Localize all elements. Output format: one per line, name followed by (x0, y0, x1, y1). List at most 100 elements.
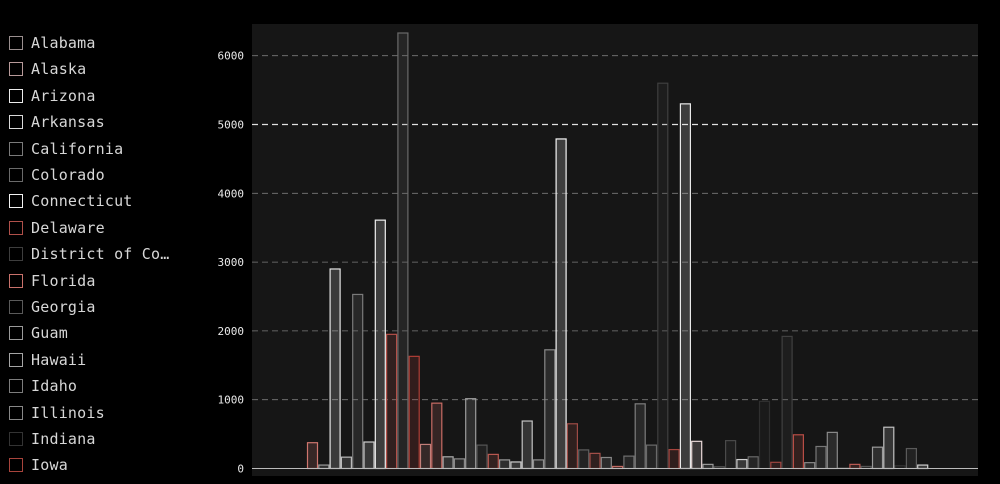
bar[interactable] (747, 456, 759, 470)
legend-swatch[interactable] (9, 115, 23, 130)
bar[interactable] (374, 219, 386, 470)
bar[interactable] (453, 458, 465, 470)
bar[interactable] (555, 138, 567, 470)
bar[interactable] (521, 420, 533, 470)
legend-item[interactable]: Hawaii (9, 350, 86, 370)
bar[interactable] (849, 463, 861, 470)
legend-swatch[interactable] (9, 300, 23, 314)
bar[interactable] (770, 461, 782, 470)
legend-item[interactable]: Alaska (9, 59, 86, 79)
bar[interactable] (329, 268, 341, 470)
bar[interactable] (318, 464, 330, 470)
legend-item[interactable]: Delaware (9, 218, 105, 238)
bar[interactable] (679, 103, 692, 470)
bar[interactable] (645, 444, 658, 470)
plot-background (252, 24, 978, 476)
legend-swatch[interactable] (9, 194, 23, 209)
bar[interactable] (431, 402, 443, 470)
bar[interactable] (883, 426, 895, 470)
legend-item[interactable]: Connecticut (9, 191, 133, 211)
y-tick-label: 4000 (218, 187, 245, 200)
bar[interactable] (657, 82, 669, 470)
legend-label: Florida (31, 271, 96, 290)
bar[interactable] (815, 445, 827, 470)
legend-swatch[interactable] (9, 220, 23, 235)
bar[interactable] (363, 441, 375, 470)
legend-label: Delaware (31, 218, 105, 237)
bar[interactable] (589, 452, 601, 470)
bar[interactable] (668, 448, 680, 470)
legend-swatch[interactable] (9, 432, 23, 446)
bar[interactable] (578, 449, 590, 470)
legend-label: Illinois (31, 403, 105, 422)
bar[interactable] (758, 400, 771, 470)
bar[interactable] (544, 349, 556, 470)
legend-label: Connecticut (31, 192, 133, 211)
bar[interactable] (386, 333, 398, 470)
legend-item[interactable]: Guam (9, 323, 68, 343)
bar[interactable] (792, 434, 805, 470)
legend-swatch[interactable] (9, 273, 23, 288)
bar[interactable] (917, 464, 929, 470)
legend-item[interactable]: Colorado (9, 165, 105, 185)
bar[interactable] (499, 459, 511, 470)
bar[interactable] (566, 423, 579, 470)
legend-item[interactable]: Arkansas (9, 112, 105, 132)
bar[interactable] (419, 443, 432, 470)
bar[interactable] (634, 403, 646, 470)
bar[interactable] (306, 442, 319, 470)
bar[interactable] (352, 293, 364, 470)
bar[interactable] (724, 440, 737, 470)
legend-item[interactable]: Indiana (9, 429, 96, 449)
legend-swatch[interactable] (9, 379, 23, 394)
legend-swatch[interactable] (9, 88, 23, 103)
legend-item[interactable]: Idaho (9, 376, 77, 396)
legend-label: Alaska (31, 60, 87, 79)
bar[interactable] (532, 459, 545, 470)
legend-item[interactable]: California (9, 139, 123, 159)
legend-swatch[interactable] (9, 458, 23, 473)
legend-label: Iowa (31, 456, 68, 475)
bar[interactable] (487, 453, 499, 470)
legend-label: Idaho (31, 377, 78, 396)
legend-swatch[interactable] (9, 141, 23, 156)
bar[interactable] (871, 446, 884, 470)
bar[interactable] (702, 463, 714, 470)
bar[interactable] (600, 456, 612, 470)
bar[interactable] (442, 456, 454, 470)
legend-swatch[interactable] (9, 352, 23, 367)
bar[interactable] (781, 335, 793, 470)
bar[interactable] (340, 456, 352, 470)
legend-swatch[interactable] (9, 62, 23, 77)
legend-item[interactable]: Florida (9, 271, 96, 291)
bar[interactable] (408, 355, 420, 470)
bar[interactable] (826, 431, 838, 470)
legend-swatch[interactable] (9, 405, 23, 420)
legend-item[interactable]: Illinois (9, 403, 105, 423)
bar[interactable] (465, 398, 477, 470)
bar[interactable] (691, 440, 703, 470)
legend-swatch[interactable] (9, 247, 23, 262)
legend-item[interactable]: Georgia (9, 297, 96, 317)
bar[interactable] (905, 447, 918, 470)
bar[interactable] (804, 462, 816, 470)
legend-item[interactable]: Iowa (9, 455, 68, 475)
legend-swatch[interactable] (9, 36, 23, 50)
bar[interactable] (736, 458, 748, 470)
legend-label: Colorado (31, 166, 105, 184)
y-tick-label: 1000 (218, 394, 245, 407)
bar[interactable] (510, 461, 522, 470)
bar[interactable] (476, 444, 488, 470)
legend-swatch[interactable] (9, 168, 23, 182)
bar[interactable] (397, 32, 409, 470)
legend-item[interactable]: District of Co… (9, 244, 169, 264)
legend-swatch[interactable] (9, 326, 23, 341)
y-tick-label: 2000 (218, 325, 245, 338)
legend-label: District of Co… (31, 245, 170, 264)
legend-label: Georgia (31, 298, 96, 316)
legend-item[interactable]: Alabama (9, 33, 96, 53)
bar[interactable] (623, 455, 635, 470)
legend-label: Alabama (31, 34, 96, 52)
legend-item[interactable]: Arizona (9, 86, 96, 106)
